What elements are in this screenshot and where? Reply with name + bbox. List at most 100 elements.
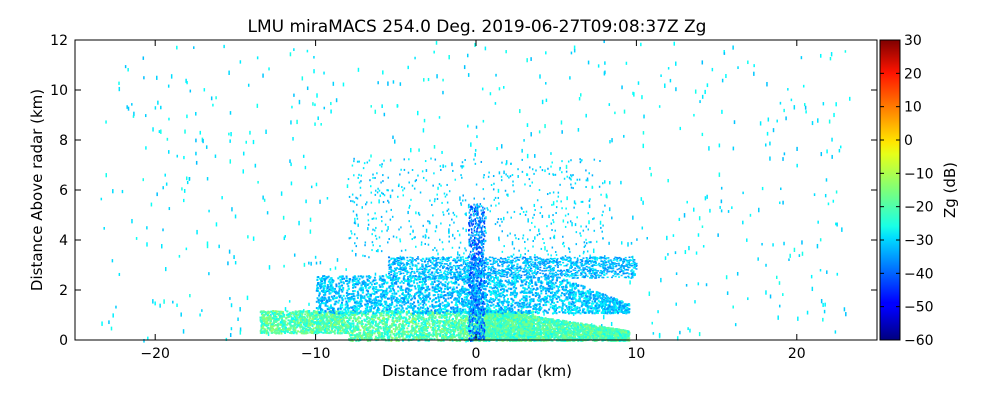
reflectivity-pixel bbox=[310, 321, 313, 324]
reflectivity-pixel bbox=[348, 332, 351, 335]
reflectivity-pixel bbox=[723, 52, 726, 55]
reflectivity-pixel bbox=[535, 337, 538, 340]
reflectivity-pixel bbox=[787, 88, 789, 91]
reflectivity-pixel bbox=[432, 315, 435, 318]
reflectivity-pixel bbox=[835, 190, 838, 194]
reflectivity-pixel bbox=[315, 324, 318, 327]
reflectivity-pixel bbox=[392, 324, 395, 327]
reflectivity-pixel bbox=[426, 312, 429, 315]
reflectivity-pixel bbox=[356, 321, 359, 324]
reflectivity-pixel bbox=[327, 311, 330, 314]
reflectivity-pixel bbox=[405, 336, 408, 339]
reflectivity-pixel bbox=[486, 336, 489, 339]
reflectivity-pixel bbox=[403, 316, 406, 319]
reflectivity-pixel bbox=[262, 317, 265, 320]
reflectivity-pixel bbox=[428, 324, 431, 327]
reflectivity-pixel bbox=[806, 310, 809, 315]
reflectivity-pixel bbox=[340, 313, 343, 316]
reflectivity-pixel bbox=[832, 199, 835, 203]
reflectivity-pixel bbox=[456, 321, 459, 324]
reflectivity-pixel bbox=[390, 329, 393, 332]
reflectivity-pixel bbox=[360, 324, 363, 327]
reflectivity-pixel bbox=[389, 194, 392, 199]
reflectivity-pixel bbox=[326, 197, 329, 200]
reflectivity-pixel bbox=[402, 339, 405, 342]
reflectivity-pixel bbox=[397, 330, 400, 333]
reflectivity-pixel bbox=[354, 325, 357, 328]
reflectivity-pixel bbox=[346, 324, 349, 327]
reflectivity-pixel bbox=[337, 310, 340, 313]
reflectivity-pixel bbox=[529, 318, 532, 321]
reflectivity-pixel bbox=[453, 333, 456, 336]
reflectivity-pixel bbox=[375, 325, 378, 328]
reflectivity-pixel bbox=[366, 335, 369, 338]
reflectivity-pixel bbox=[423, 326, 426, 329]
plot-background bbox=[75, 40, 877, 340]
reflectivity-pixel bbox=[357, 334, 360, 337]
reflectivity-pixel bbox=[361, 325, 364, 328]
reflectivity-pixel bbox=[347, 298, 350, 303]
reflectivity-pixel bbox=[462, 330, 465, 333]
reflectivity-pixel bbox=[458, 319, 461, 322]
reflectivity-pixel bbox=[269, 318, 272, 321]
reflectivity-pixel bbox=[304, 313, 307, 316]
reflectivity-pixel bbox=[308, 302, 310, 306]
reflectivity-pixel bbox=[323, 324, 326, 327]
reflectivity-pixel bbox=[184, 129, 186, 134]
reflectivity-pixel bbox=[324, 327, 327, 330]
reflectivity-pixel bbox=[534, 323, 537, 326]
reflectivity-pixel bbox=[451, 337, 454, 340]
reflectivity-pixel bbox=[349, 337, 352, 340]
reflectivity-pixel bbox=[135, 237, 138, 240]
reflectivity-pixel bbox=[431, 321, 434, 324]
reflectivity-pixel bbox=[471, 334, 474, 337]
reflectivity-pixel bbox=[264, 328, 267, 331]
reflectivity-pixel bbox=[523, 339, 526, 342]
reflectivity-pixel bbox=[689, 328, 691, 333]
reflectivity-pixel bbox=[389, 310, 392, 313]
reflectivity-pixel bbox=[324, 331, 327, 334]
reflectivity-pixel bbox=[796, 163, 798, 168]
reflectivity-pixel bbox=[374, 338, 377, 341]
reflectivity-pixel bbox=[825, 178, 828, 182]
reflectivity-pixel bbox=[202, 138, 204, 144]
reflectivity-pixel bbox=[277, 324, 280, 327]
reflectivity-pixel bbox=[835, 102, 837, 107]
reflectivity-pixel bbox=[386, 326, 389, 329]
reflectivity-pixel bbox=[407, 325, 410, 328]
reflectivity-pixel bbox=[753, 64, 755, 68]
reflectivity-pixel bbox=[495, 333, 498, 336]
reflectivity-pixel bbox=[334, 266, 337, 270]
reflectivity-pixel bbox=[425, 334, 428, 337]
reflectivity-pixel bbox=[354, 317, 357, 320]
reflectivity-pixel bbox=[353, 334, 356, 337]
reflectivity-pixel bbox=[262, 73, 264, 78]
reflectivity-pixel bbox=[371, 326, 374, 329]
reflectivity-pixel bbox=[782, 157, 784, 161]
reflectivity-pixel bbox=[305, 329, 308, 332]
reflectivity-pixel bbox=[234, 261, 237, 265]
reflectivity-pixel bbox=[322, 315, 325, 318]
reflectivity-pixel bbox=[407, 65, 409, 70]
reflectivity-pixel bbox=[233, 255, 235, 260]
reflectivity-pixel bbox=[413, 317, 416, 320]
reflectivity-pixel bbox=[361, 313, 364, 316]
reflectivity-pixel bbox=[434, 316, 437, 319]
reflectivity-pixel bbox=[410, 325, 413, 328]
reflectivity-pixel bbox=[274, 320, 277, 323]
reflectivity-pixel bbox=[160, 129, 162, 134]
reflectivity-pixel bbox=[380, 332, 383, 335]
reflectivity-pixel bbox=[268, 317, 271, 320]
reflectivity-pixel bbox=[675, 61, 677, 66]
reflectivity-pixel bbox=[764, 143, 767, 147]
reflectivity-pixel bbox=[414, 327, 417, 330]
reflectivity-pixel bbox=[339, 331, 342, 334]
reflectivity-pixel bbox=[443, 329, 446, 332]
reflectivity-pixel bbox=[384, 324, 387, 327]
reflectivity-pixel bbox=[335, 315, 338, 318]
reflectivity-pixel bbox=[254, 163, 257, 168]
reflectivity-pixel bbox=[642, 131, 645, 135]
reflectivity-pixel bbox=[538, 338, 541, 341]
reflectivity-pixel bbox=[331, 315, 334, 318]
reflectivity-pixel bbox=[131, 218, 133, 224]
